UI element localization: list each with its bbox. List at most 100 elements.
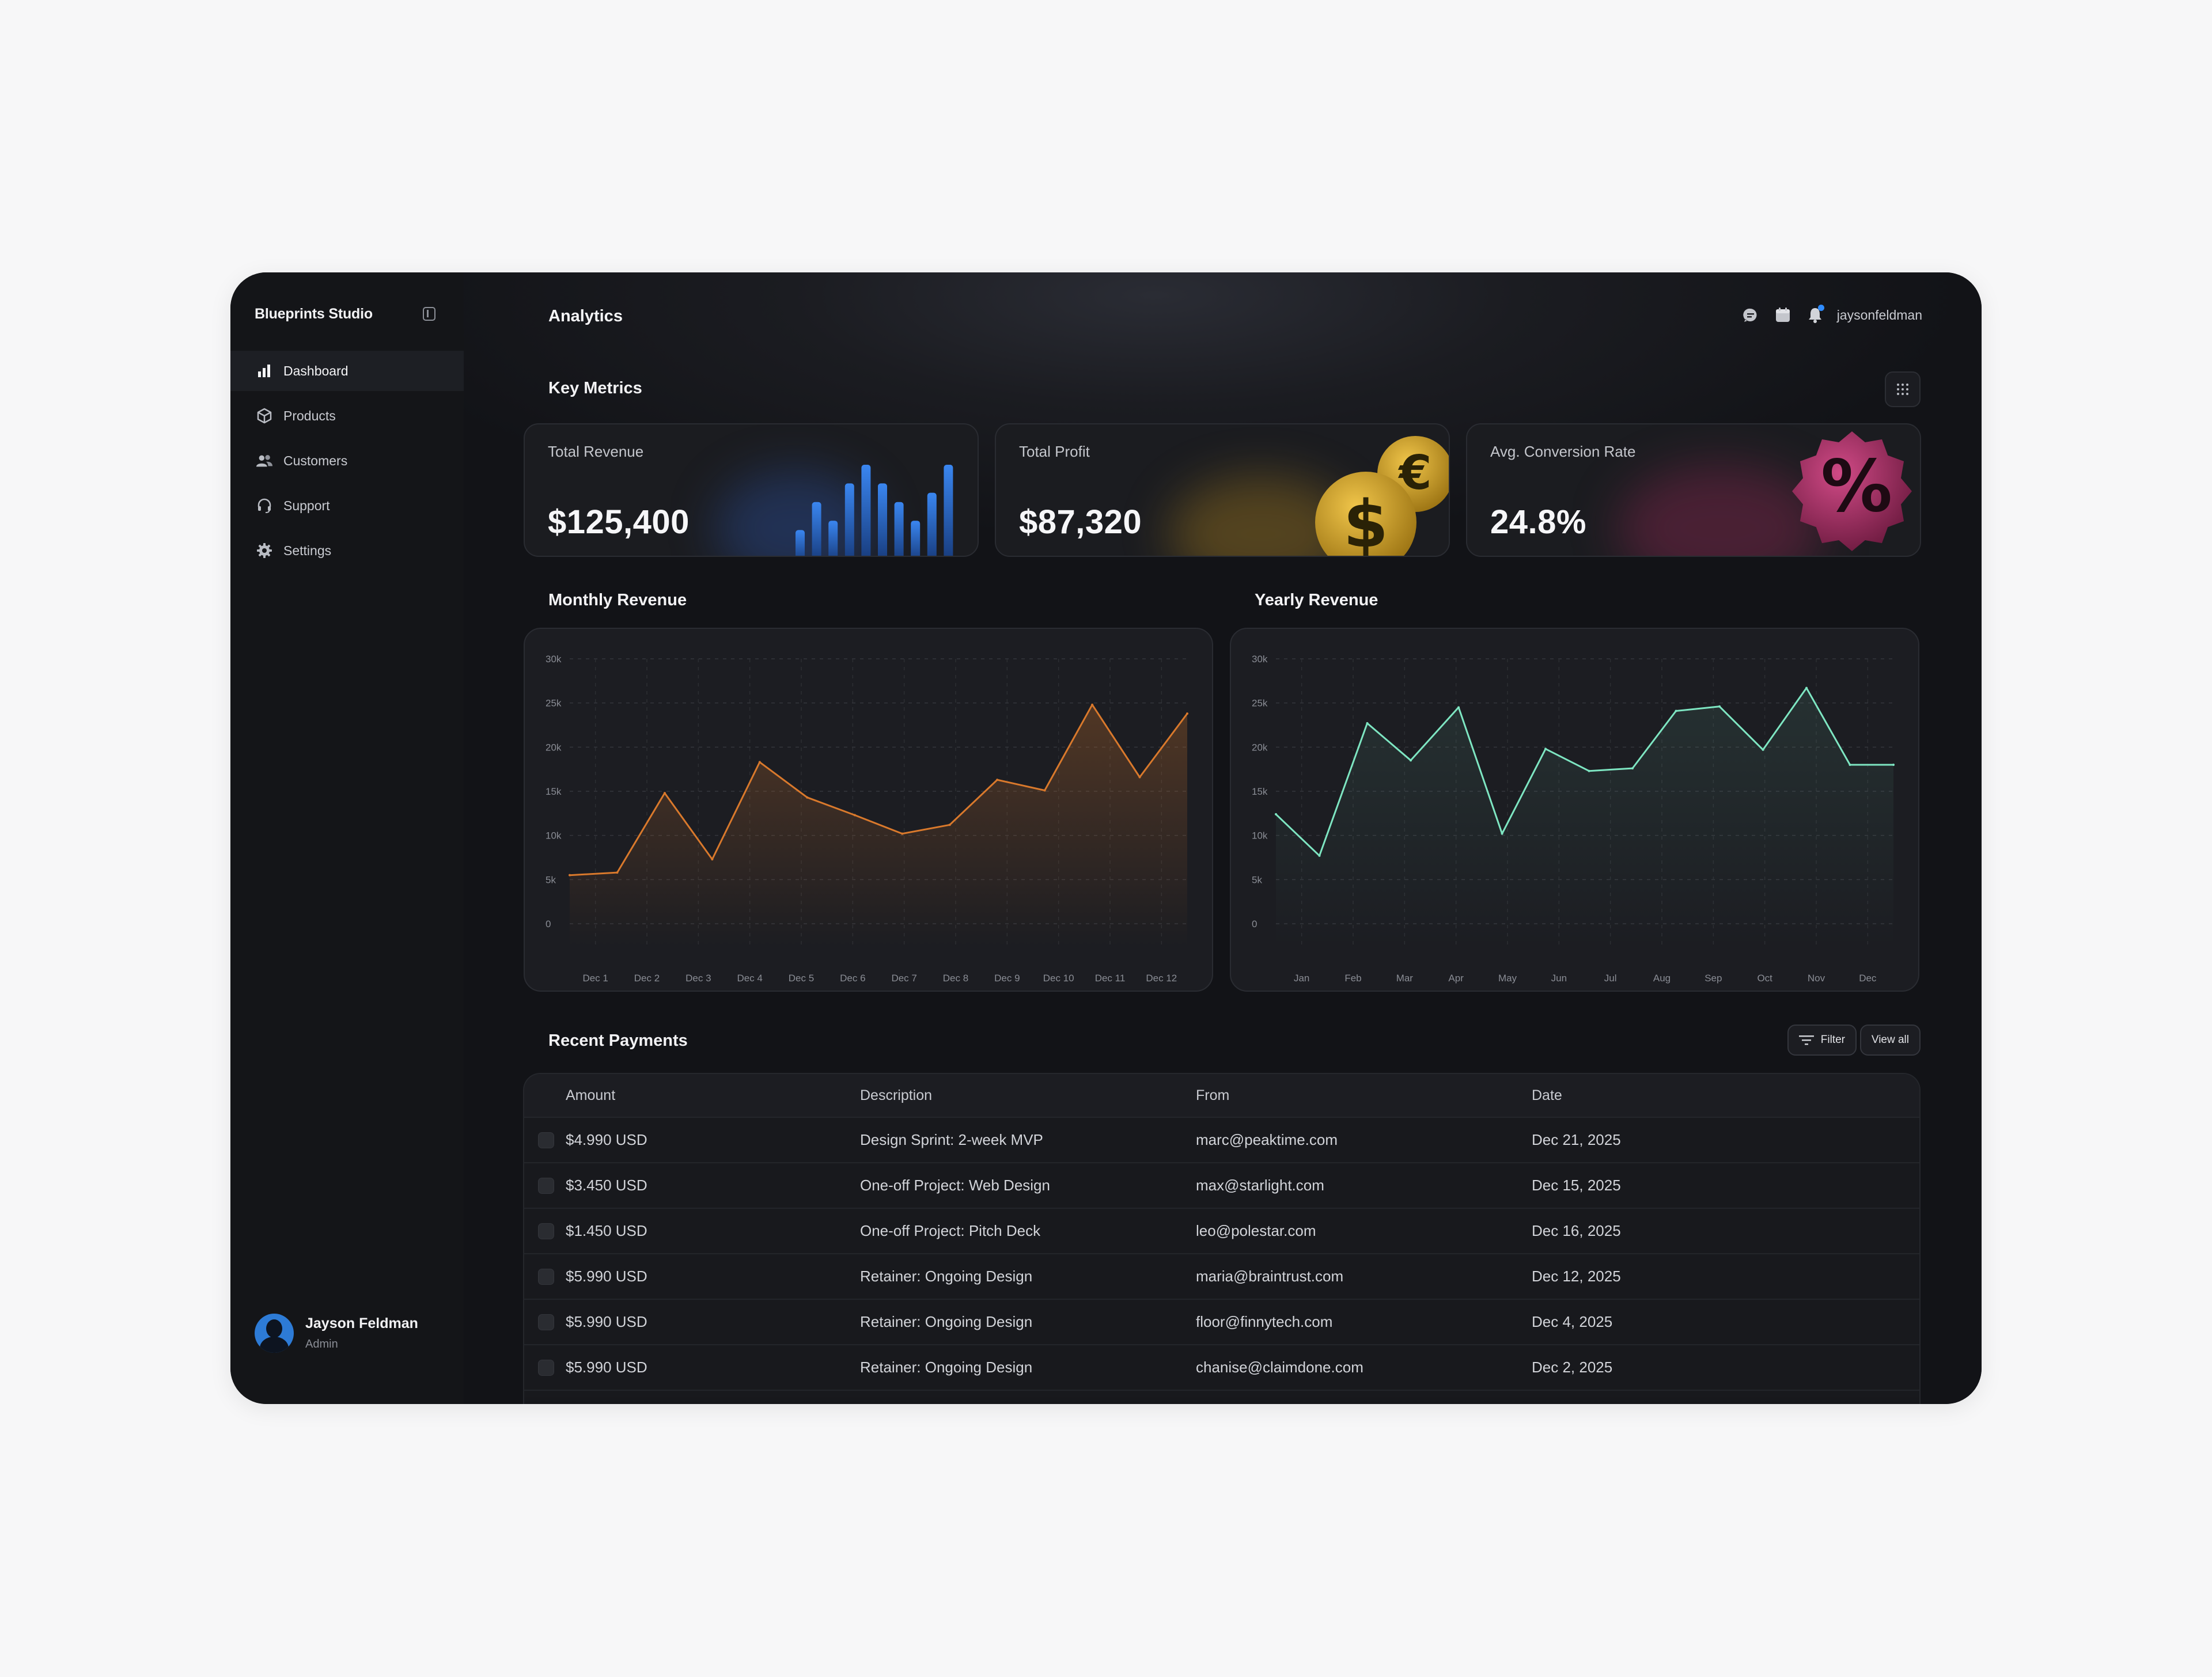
table-row[interactable]: $3.450 USD One-off Project: Web Design max… [524, 1163, 1919, 1209]
user-profile[interactable]: Jayson Feldman Admin [255, 1314, 418, 1353]
data-point [1762, 748, 1764, 751]
filter-button[interactable]: Filter [1787, 1025, 1857, 1056]
x-tick-label: Dec 6 [840, 973, 865, 984]
cell-text: leo@polestar.com [1196, 1222, 1316, 1239]
cell-text: $4.990 USD [566, 1131, 647, 1148]
svg-text:$: $ [1343, 487, 1388, 557]
description-cell: Retainer: Ongoing Design [860, 1313, 1196, 1331]
data-point [1849, 764, 1851, 766]
revenue-bar [844, 483, 854, 556]
from-cell: leo@polestar.com [1196, 1222, 1532, 1240]
monthly-revenue-chart: 30k 25k 20k 15k 10k 5k 0 Dec 1 Dec 2 Dec 3 Dec 4 De… [524, 628, 1213, 992]
column-header-amount[interactable]: Amount [566, 1087, 616, 1103]
sidebar-item-settings[interactable]: Settings [230, 530, 464, 571]
column-header-from[interactable]: From [1196, 1087, 1230, 1103]
y-tick-label: 10k [1252, 830, 1268, 841]
cell-text: marc@peaktime.com [1196, 1131, 1338, 1148]
headset-icon [256, 497, 273, 514]
percent-badge-icon: % [1792, 431, 1912, 551]
gear-icon [256, 542, 273, 559]
column-header-date[interactable]: Date [1532, 1087, 1562, 1103]
header-username[interactable]: jaysonfeldman [1836, 307, 1922, 322]
cell-text: floor@finnytech.com [1196, 1313, 1333, 1330]
data-point [1631, 767, 1634, 770]
sidebar-nav: Dashboard Products Customers Support [230, 351, 464, 575]
table-row[interactable]: $4.990 USD Design Sprint: 2-week MVP marc@… [524, 1118, 1919, 1163]
cell-text: Retainer: Ongoing Design [860, 1313, 1033, 1330]
user-role: Admin [305, 1338, 338, 1350]
column-header-description[interactable]: Description [860, 1087, 933, 1103]
filter-icon [1798, 1035, 1814, 1045]
cell-text: $5.990 USD [566, 1359, 647, 1376]
revenue-bar [812, 502, 821, 556]
data-point [1892, 764, 1895, 766]
x-tick-label: Dec 4 [737, 973, 762, 984]
revenue-bar [796, 530, 805, 556]
data-point [1186, 712, 1188, 715]
table-row[interactable]: $1.450 USD One-off Project: Pitch Deck leo… [524, 1209, 1919, 1254]
data-point [1457, 706, 1460, 709]
row-checkbox[interactable] [538, 1314, 554, 1330]
grid-menu-button[interactable] [1885, 371, 1921, 407]
row-checkbox[interactable] [538, 1268, 554, 1285]
data-point [569, 874, 571, 877]
sidebar-item-dashboard[interactable]: Dashboard [230, 351, 464, 391]
table-row[interactable]: $5.990 USD Retainer: Ongoing Design maria@… [524, 1254, 1919, 1300]
table-row[interactable]: $5.990 USD Retainer: Ongoing Design floor@… [524, 1300, 1919, 1345]
brand-name: Blueprints Studio [255, 306, 373, 322]
y-tick-label: 0 [546, 919, 551, 929]
description-cell: Retainer: Ongoing Design [860, 1359, 1196, 1376]
revenue-bar [944, 465, 953, 556]
y-tick-label: 15k [1252, 786, 1268, 797]
sidebar-item-customers[interactable]: Customers [230, 441, 464, 481]
date-cell: Dec 15, 2025 [1532, 1177, 1820, 1194]
description-cell: Design Sprint: 2-week MVP [860, 1131, 1196, 1149]
row-checkbox[interactable] [538, 1132, 554, 1148]
date-cell: Dec 21, 2025 [1532, 1131, 1820, 1149]
y-tick-label: 20k [1252, 742, 1268, 753]
row-checkbox[interactable] [538, 1177, 554, 1194]
x-tick-label: Aug [1653, 973, 1671, 984]
cell-text: $1.450 USD [566, 1222, 647, 1239]
cell-text: maria@braintrust.com [1196, 1268, 1344, 1285]
from-cell: max@starlight.com [1196, 1177, 1532, 1194]
cell-text: Dec 21, 2025 [1532, 1131, 1621, 1148]
date-cell: Dec 12, 2025 [1532, 1268, 1820, 1285]
row-checkbox[interactable] [538, 1359, 554, 1376]
sidebar-item-support[interactable]: Support [230, 485, 464, 526]
cell-text: Dec 12, 2025 [1532, 1268, 1621, 1285]
y-tick-label: 25k [1252, 698, 1268, 709]
table-row[interactable]: $5.990 USD Retainer: Ongoing Design chanis… [524, 1345, 1919, 1391]
date-cell: Dec 2, 2025 [1532, 1359, 1820, 1376]
page-title: Analytics [548, 307, 623, 325]
revenue-bar [894, 502, 904, 556]
x-tick-label: Dec 8 [943, 973, 968, 984]
from-cell: floor@finnytech.com [1196, 1313, 1532, 1331]
calendar-icon[interactable] [1775, 307, 1791, 323]
chat-icon[interactable] [1743, 307, 1759, 323]
sidebar-toggle-icon[interactable] [423, 307, 435, 321]
data-point [1275, 813, 1277, 815]
metric-value: 24.8% [1490, 503, 1586, 541]
grid-dots-icon [1897, 384, 1908, 395]
svg-text:%: % [1821, 445, 1892, 528]
description-cell: One-off Project: Web Design [860, 1177, 1196, 1194]
data-point [1366, 722, 1369, 724]
cell-text: max@starlight.com [1196, 1177, 1324, 1194]
sidebar-item-products[interactable]: Products [230, 396, 464, 436]
x-tick-label: Dec 1 [582, 973, 608, 984]
metric-label: Avg. Conversion Rate [1490, 443, 1636, 460]
x-tick-label: Oct [1757, 973, 1772, 984]
from-cell: marc@peaktime.com [1196, 1131, 1532, 1149]
data-point [1501, 832, 1503, 835]
row-checkbox[interactable] [538, 1223, 554, 1239]
filter-button-label: Filter [1820, 1034, 1845, 1046]
y-tick-label: 15k [546, 786, 562, 797]
y-tick-label: 5k [546, 874, 556, 885]
x-tick-label: Dec 2 [634, 973, 660, 984]
view-all-button[interactable]: View all [1859, 1025, 1921, 1056]
amount-cell: $5.990 USD [524, 1359, 860, 1376]
monthly-revenue-svg: 30k 25k 20k 15k 10k 5k 0 Dec 1 Dec 2 Dec 3 Dec 4 De… [546, 654, 1188, 984]
bell-icon[interactable] [1807, 305, 1824, 323]
revenue-bar [861, 465, 871, 556]
